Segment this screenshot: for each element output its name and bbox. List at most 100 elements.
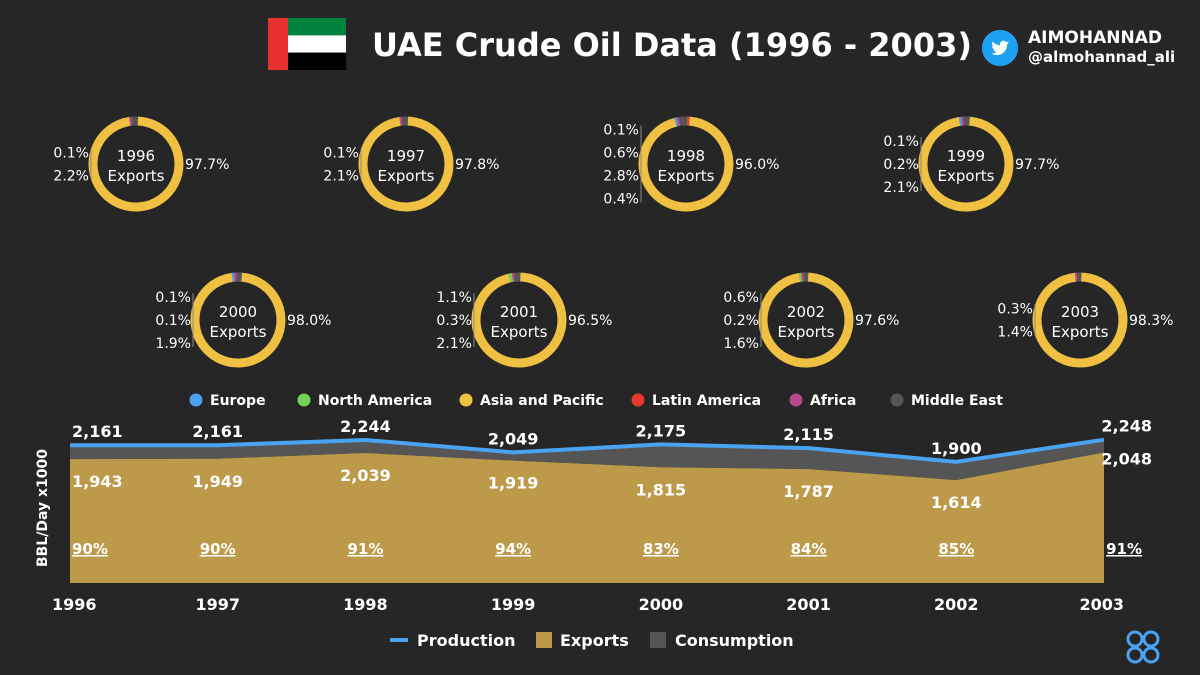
donut-side-share-label: 0.1% — [53, 146, 89, 162]
donut-slice-north-america — [508, 273, 514, 283]
donut-year-label: 2002 — [787, 303, 825, 321]
donut-side-share-label: 2.1% — [323, 169, 359, 185]
production-line — [70, 437, 1105, 464]
donut-side-share-label: 1.4% — [997, 325, 1033, 341]
donut-year-label: 1999 — [947, 147, 985, 165]
x-tick-label: 2003 — [1079, 595, 1124, 614]
donut-side-share-label: 0.1% — [155, 290, 191, 306]
x-tick-label: 1996 — [52, 595, 97, 614]
donut-year-label: 2001 — [500, 303, 538, 321]
brand-handle: @almohannad_ali — [1028, 48, 1176, 66]
legend-exports-swatch — [536, 632, 552, 648]
donut-slice-asia-and-pacific — [471, 272, 567, 368]
flag-red-band — [268, 18, 288, 70]
donut-side-share-label: 2.1% — [436, 336, 472, 352]
donut-side-share-label: 0.1% — [323, 146, 359, 162]
y-axis-label: BBL/Day x1000 — [35, 449, 51, 567]
flag-green-band — [288, 18, 346, 36]
donut-year-label: 2000 — [219, 303, 257, 321]
exports-value-label: 2,048 — [1101, 449, 1152, 468]
legend-dot-north-america — [297, 393, 311, 407]
donut-year-label: 2003 — [1061, 303, 1099, 321]
uae-flag-icon — [268, 18, 346, 70]
exports-value-label: 1,815 — [636, 480, 687, 499]
donut-center-label: Exports — [658, 167, 715, 185]
donut-side-share-label: 0.3% — [997, 302, 1033, 318]
donut-center-label: Exports — [938, 167, 995, 185]
exports-value-label: 1,787 — [783, 482, 834, 501]
x-tick-label: 2002 — [934, 595, 979, 614]
x-tick-label: 1997 — [195, 595, 240, 614]
legend-label: Latin America — [652, 393, 761, 409]
legend-label: North America — [318, 393, 432, 409]
donut-side-share-label: 0.6% — [603, 146, 639, 162]
donut-slice-asia-and-pacific — [1032, 272, 1128, 368]
brand-name: AIMOHANNAD — [1028, 28, 1162, 48]
production-value-label: 2,115 — [783, 425, 834, 444]
donut-year-label: 1997 — [387, 147, 425, 165]
exports-value-label: 1,943 — [72, 472, 123, 491]
donut-year-label: 1998 — [667, 147, 705, 165]
donut-slice-asia-and-pacific — [758, 272, 854, 368]
donut-side-share-label: 2.1% — [883, 180, 919, 196]
production-value-label: 1,900 — [931, 439, 982, 458]
page-title: UAE Crude Oil Data (1996 - 2003) — [372, 26, 972, 64]
x-tick-label: 2001 — [786, 595, 831, 614]
exports-value-label: 1,614 — [931, 493, 982, 512]
donut-main-share-label: 97.8% — [455, 157, 499, 173]
export-share-label: 85% — [938, 540, 974, 558]
export-share-label: 83% — [643, 540, 679, 558]
exports-area — [70, 452, 1104, 583]
export-share-label: 91% — [1106, 540, 1142, 558]
x-tick-label: 1999 — [491, 595, 536, 614]
donut-slice-asia-and-pacific — [638, 116, 734, 212]
donut-center-label: Exports — [378, 167, 435, 185]
production-value-label: 2,049 — [488, 429, 539, 448]
legend-label: Exports — [560, 631, 629, 650]
donut-main-share-label: 98.3% — [1129, 313, 1173, 329]
donut-side-share-label: 2.8% — [603, 169, 639, 185]
donut-side-share-label: 1.9% — [155, 336, 191, 352]
export-share-label: 90% — [200, 540, 236, 558]
donut-slice-asia-and-pacific — [358, 116, 454, 212]
donut-side-share-label: 0.1% — [603, 123, 639, 139]
legend-label: Asia and Pacific — [480, 393, 604, 409]
donut-side-share-label: 0.6% — [723, 290, 759, 306]
production-value-label: 2,248 — [1101, 417, 1152, 436]
production-value-label: 2,161 — [192, 422, 243, 441]
donut-slice-asia-and-pacific — [918, 116, 1014, 212]
legend-dot-middle-east — [890, 393, 904, 407]
export-share-label: 94% — [495, 540, 531, 558]
export-share-label: 91% — [347, 540, 383, 558]
donut-side-share-label: 1.1% — [436, 290, 472, 306]
donut-side-share-label: 1.6% — [723, 336, 759, 352]
legend-consumption-swatch — [650, 632, 666, 648]
donut-slice-asia-and-pacific — [190, 272, 286, 368]
flag-black-band — [288, 52, 346, 70]
legend-label: Middle East — [911, 393, 1003, 409]
donut-side-share-label: 0.3% — [436, 313, 472, 329]
production-value-label: 2,175 — [636, 421, 687, 440]
legend-label: Production — [417, 631, 515, 650]
twitter-bird-icon — [982, 30, 1018, 66]
donut-center-label: Exports — [778, 323, 835, 341]
export-share-label: 90% — [72, 540, 108, 558]
legend-dot-europe — [189, 393, 203, 407]
donut-side-share-label: 0.4% — [603, 192, 639, 208]
legend-label: Africa — [810, 393, 856, 409]
donut-main-share-label: 97.7% — [1015, 157, 1059, 173]
consumption-area — [70, 439, 1104, 481]
donut-side-share-label: 0.2% — [883, 157, 919, 173]
donut-main-share-label: 96.0% — [735, 157, 779, 173]
exports-value-label: 2,039 — [340, 466, 391, 485]
legend-label: Europe — [210, 393, 266, 409]
donut-main-share-label: 96.5% — [568, 313, 612, 329]
x-tick-label: 1998 — [343, 595, 388, 614]
legend-label: Consumption — [675, 631, 794, 650]
production-value-label: 2,161 — [72, 422, 123, 441]
exports-value-label: 1,919 — [488, 474, 539, 493]
donut-center-label: Exports — [491, 323, 548, 341]
legend-dot-africa — [789, 393, 803, 407]
donut-slice-asia-and-pacific — [88, 116, 184, 212]
